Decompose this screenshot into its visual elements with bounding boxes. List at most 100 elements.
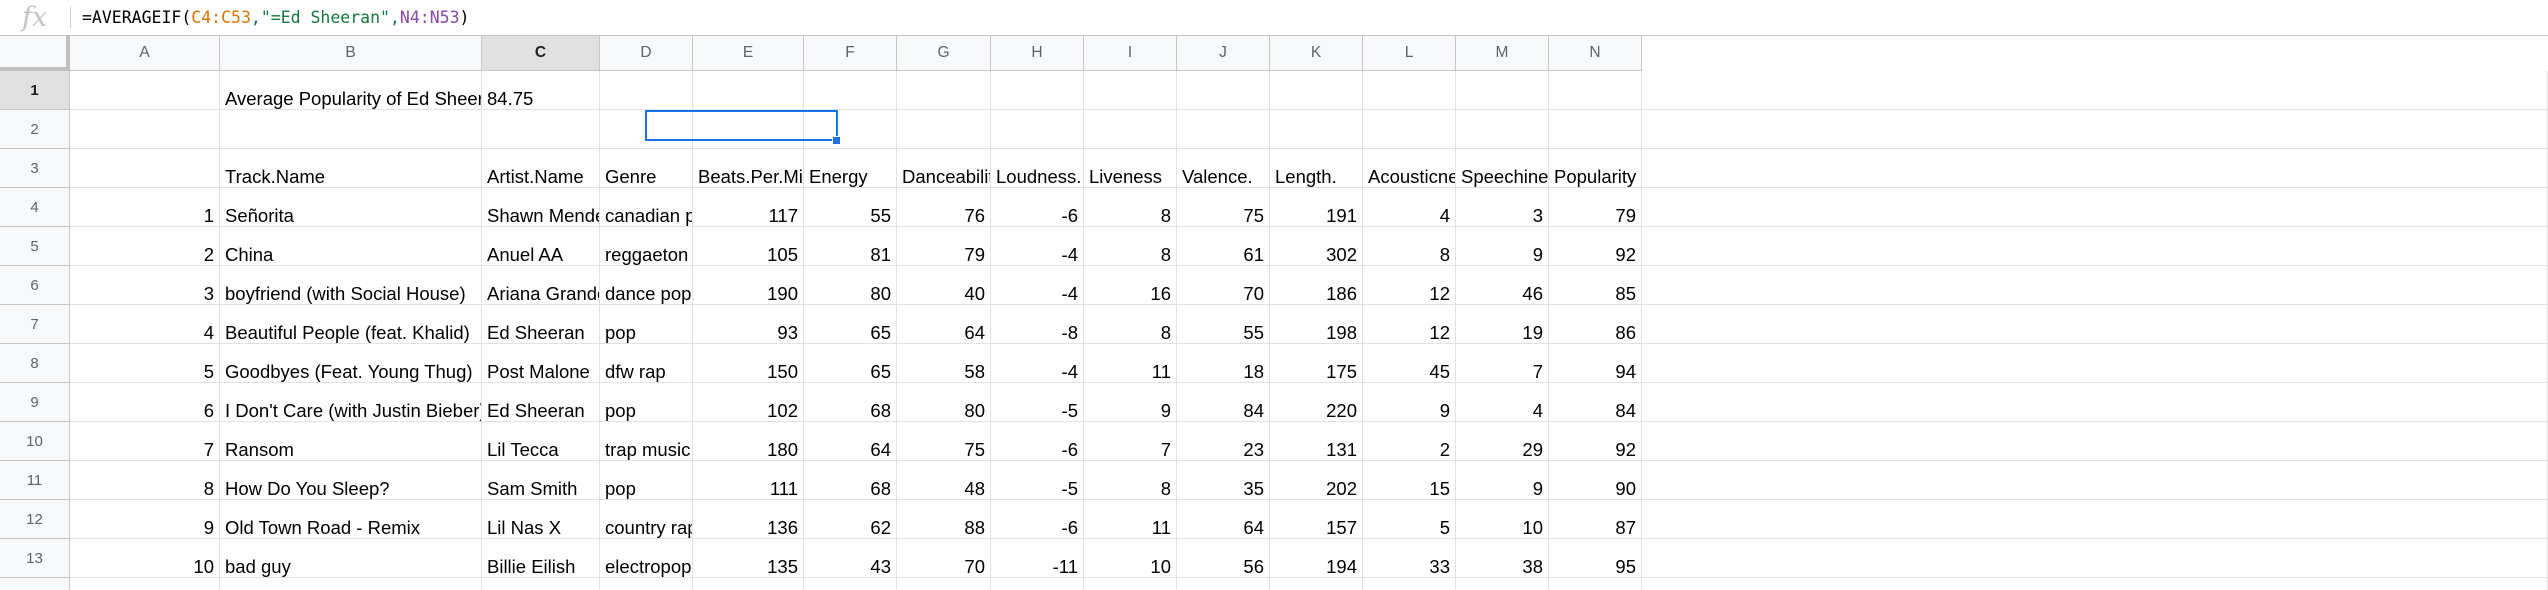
cell[interactable] [804, 110, 897, 149]
cell[interactable] [70, 110, 220, 149]
column-header-c[interactable]: C [482, 36, 600, 71]
row-header-4[interactable]: 4 [0, 188, 70, 227]
table-cell[interactable]: Billie Eilish [482, 539, 600, 578]
table-cell[interactable]: pop [600, 305, 693, 344]
table-cell[interactable]: Post Malone [482, 344, 600, 383]
table-cell[interactable]: 2 [1363, 422, 1456, 461]
table-cell[interactable]: Old Town Road - Remix [220, 500, 482, 539]
table-cell[interactable]: Señorita [220, 188, 482, 227]
table-cell[interactable]: 4 [70, 305, 220, 344]
table-cell[interactable]: 86 [1549, 305, 1642, 344]
table-cell[interactable]: 24 [1177, 578, 1270, 590]
column-header-g[interactable]: G [897, 36, 991, 71]
table-cell[interactable]: 251 [1270, 578, 1363, 590]
table-cell[interactable]: 87 [1549, 500, 1642, 539]
table-cell[interactable]: Anuel AA [482, 227, 600, 266]
table-cell[interactable]: 8 [1084, 461, 1177, 500]
table-cell[interactable]: 62 [804, 578, 897, 590]
table-cell[interactable]: 9 [1363, 383, 1456, 422]
table-cell[interactable]: trap music [600, 422, 693, 461]
cell[interactable] [1363, 71, 1456, 110]
table-cell[interactable]: 24 [1084, 578, 1177, 590]
cell[interactable] [70, 149, 220, 188]
table-cell[interactable]: How Do You Sleep? [220, 461, 482, 500]
table-header-cell[interactable]: Genre [600, 149, 693, 188]
cell[interactable] [897, 110, 991, 149]
table-cell[interactable]: 136 [693, 500, 804, 539]
table-cell[interactable]: 38 [1456, 539, 1549, 578]
table-cell[interactable]: 85 [1549, 266, 1642, 305]
table-cell[interactable]: -4 [991, 227, 1084, 266]
table-cell[interactable]: 94 [1549, 344, 1642, 383]
table-cell[interactable]: 9 [70, 500, 220, 539]
table-header-cell[interactable]: Beats.Per.Minute [693, 149, 804, 188]
table-cell[interactable]: 6 [70, 383, 220, 422]
cell[interactable] [1177, 71, 1270, 110]
cell[interactable] [1642, 266, 2548, 305]
table-cell[interactable]: 12 [1363, 266, 1456, 305]
cell[interactable] [991, 110, 1084, 149]
cell[interactable] [804, 71, 897, 110]
row-header-13[interactable]: 13 [0, 539, 70, 578]
table-cell[interactable]: 1 [70, 188, 220, 227]
cell[interactable] [1270, 71, 1363, 110]
table-cell[interactable]: -5 [991, 383, 1084, 422]
cell[interactable] [991, 71, 1084, 110]
column-header-h[interactable]: H [991, 36, 1084, 71]
cell[interactable] [1363, 110, 1456, 149]
table-cell[interactable]: 64 [1177, 500, 1270, 539]
table-cell[interactable]: 157 [1270, 500, 1363, 539]
table-header-cell[interactable]: Artist.Name [482, 149, 600, 188]
table-header-cell[interactable]: Loudness..dB.. [991, 149, 1084, 188]
cell[interactable] [1084, 71, 1177, 110]
cell[interactable] [70, 71, 220, 110]
table-cell[interactable]: 31 [1456, 578, 1549, 590]
cell[interactable] [693, 71, 804, 110]
cell[interactable] [1177, 110, 1270, 149]
table-cell[interactable]: Goodbyes (Feat. Young Thug) [220, 344, 482, 383]
table-cell[interactable]: 302 [1270, 227, 1363, 266]
table-cell[interactable]: Ed Sheeran [482, 305, 600, 344]
table-cell[interactable]: 68 [804, 383, 897, 422]
cell[interactable] [1642, 305, 2548, 344]
table-cell[interactable]: reggaeton [600, 578, 693, 590]
table-cell[interactable]: 186 [1270, 266, 1363, 305]
table-cell[interactable]: country rap [600, 500, 693, 539]
table-cell[interactable]: Bad Bunny [482, 578, 600, 590]
table-cell[interactable]: Ransom [220, 422, 482, 461]
table-cell[interactable]: 131 [1270, 422, 1363, 461]
table-cell[interactable]: 8 [70, 461, 220, 500]
table-cell[interactable]: 45 [1363, 344, 1456, 383]
table-cell[interactable]: 33 [1363, 539, 1456, 578]
row-header-1[interactable]: 1 [0, 71, 70, 110]
cell[interactable] [1642, 578, 2548, 590]
table-cell[interactable]: 68 [804, 461, 897, 500]
table-cell[interactable]: 80 [804, 266, 897, 305]
cell[interactable] [1642, 71, 2548, 110]
row-header-8[interactable]: 8 [0, 344, 70, 383]
table-header-cell[interactable]: Energy [804, 149, 897, 188]
table-cell[interactable]: 8 [1084, 188, 1177, 227]
table-cell[interactable]: 9 [1456, 227, 1549, 266]
table-cell[interactable]: 12 [1363, 305, 1456, 344]
fill-handle[interactable] [832, 136, 841, 145]
table-cell[interactable]: 5 [1363, 500, 1456, 539]
column-header-j[interactable]: J [1177, 36, 1270, 71]
table-cell[interactable]: 65 [804, 305, 897, 344]
table-cell[interactable]: 194 [1270, 539, 1363, 578]
table-cell[interactable]: 190 [693, 266, 804, 305]
row-header-14[interactable]: 14 [0, 578, 70, 590]
table-cell[interactable]: 40 [897, 266, 991, 305]
table-cell[interactable]: 46 [1456, 266, 1549, 305]
row-header-9[interactable]: 9 [0, 383, 70, 422]
table-cell[interactable]: 70 [1177, 266, 1270, 305]
table-cell[interactable]: 43 [804, 539, 897, 578]
cell[interactable] [1456, 110, 1549, 149]
cell[interactable] [1549, 71, 1642, 110]
table-cell[interactable]: 7 [1084, 422, 1177, 461]
column-header-e[interactable]: E [693, 36, 804, 71]
column-header-m[interactable]: M [1456, 36, 1549, 71]
table-cell[interactable]: Sam Smith [482, 461, 600, 500]
table-cell[interactable]: 76 [897, 188, 991, 227]
table-cell[interactable]: bad guy [220, 539, 482, 578]
